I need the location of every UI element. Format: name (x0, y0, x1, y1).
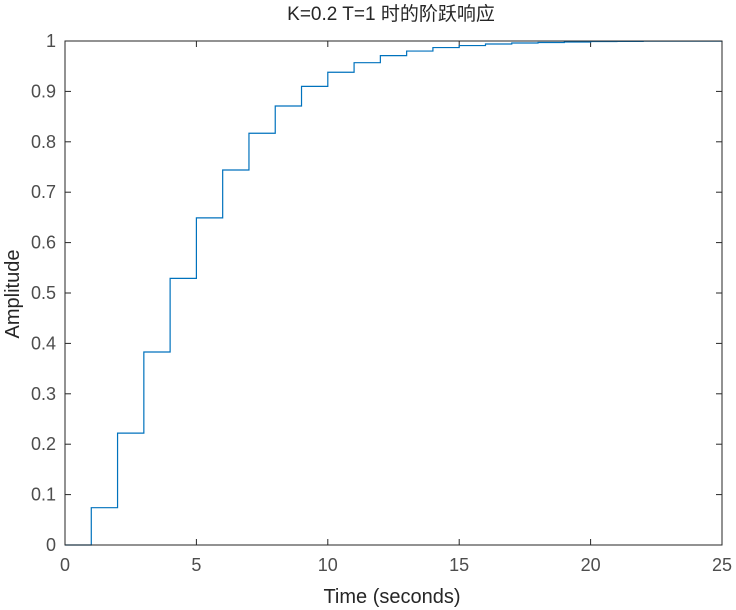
y-tick-label: 0.9 (31, 81, 56, 101)
step-response-series (65, 40, 723, 546)
x-tick-label: 20 (581, 555, 601, 575)
x-tick-label: 10 (318, 555, 338, 575)
axes-box (64, 40, 723, 546)
y-tick-label: 0.6 (31, 233, 56, 253)
x-tick-label: 5 (191, 555, 201, 575)
ticks-layer: 0 5 10 15 20 25 0 0.1 0.2 0.3 0.4 0.5 0.6 0.7 0.8 0.9 1 (31, 31, 732, 575)
x-tick-label: 0 (60, 555, 70, 575)
y-tick-label: 0.1 (31, 485, 56, 505)
y-tick-label: 1 (46, 31, 56, 51)
x-tick-label: 15 (449, 555, 469, 575)
x-axis-label: Time (seconds) (323, 586, 460, 608)
y-tick-label: 0.5 (31, 283, 56, 303)
plot-layer (65, 40, 723, 546)
y-tick-label: 0.3 (31, 384, 56, 404)
x-tick-label: 25 (712, 555, 732, 575)
y-tick-label: 0 (46, 535, 56, 555)
y-axis-label: Amplitude (2, 250, 24, 339)
chart-title: K=0.2 T=1 时的阶跃响应 (287, 3, 495, 25)
y-tick-label: 0.4 (31, 333, 56, 353)
y-tick-label: 0.2 (31, 434, 56, 454)
y-tick-label: 0.7 (31, 182, 56, 202)
y-tick-label: 0.8 (31, 132, 56, 152)
